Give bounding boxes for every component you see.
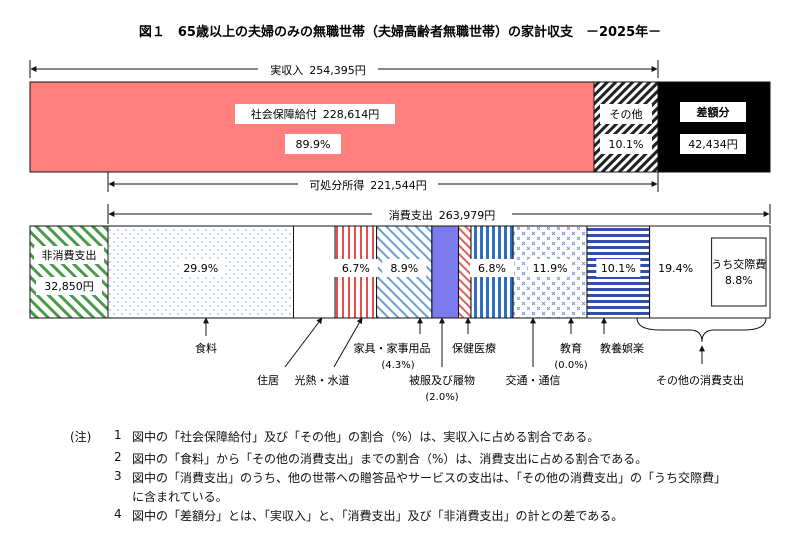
income-total-value: 254,395円: [309, 64, 366, 77]
annotation-recreation: 教養娯楽: [600, 341, 644, 355]
entertainment-label: うち交際費: [711, 257, 766, 271]
annotation-furniture-share: (4.3%): [381, 360, 414, 371]
notes-head: (注): [70, 430, 92, 444]
share-label-bg: [178, 259, 223, 277]
consumption-total-label: 消費支出: [389, 208, 433, 222]
annotation-furniture: 家具・家事用品: [354, 341, 431, 355]
annotation-other-consumption: その他の消費支出: [656, 373, 744, 387]
other-income-label: その他: [610, 108, 643, 121]
income-bar: 社会保障給付 228,614円 89.9% その他 10.1% 差額分 42,43…: [29, 81, 771, 173]
social-security-label: 社会保障給付: [251, 107, 317, 121]
non-consumption-label: 非消費支出: [42, 248, 97, 262]
share-label: 8.9%: [390, 262, 418, 275]
consumption-total-value: 263,979円: [439, 209, 496, 222]
share-label-bg: [333, 259, 378, 277]
share-label-bg: [596, 259, 641, 277]
annotation-education-share: (0.0%): [554, 360, 587, 371]
note-text: 図中の「食料」から「その他の消費支出」までの割合（%）は、消費支出に占める割合で…: [132, 452, 648, 466]
social-security-share: 89.9%: [296, 138, 331, 151]
consumption-total-span: 消費支出 263,979円: [107, 204, 771, 224]
annotation-housing: 住居: [257, 373, 279, 387]
expenditure-labels: 29.9% 6.7% 8.9% 6.8% 11.9% 10.1% 19.4% うち交際費 8.8…: [178, 257, 766, 287]
segment-4: [431, 225, 460, 319]
share-label-bg: [653, 259, 698, 277]
entertainment-share: 8.8%: [725, 274, 753, 287]
deficit-value: 42,434円: [688, 138, 738, 151]
share-label: 6.7%: [342, 262, 370, 275]
annotation-utilities: 光熱・水道: [295, 373, 350, 387]
deficit-bar: [657, 81, 771, 173]
annotation-transport: 交通・通信: [506, 373, 561, 387]
non-consumption-labels: 非消費支出 32,850円: [34, 246, 104, 295]
share-label-bg: [382, 259, 427, 277]
share-label: 10.1%: [601, 262, 636, 275]
income-total-label: 実収入: [270, 63, 303, 77]
annotation-education: 教育: [560, 341, 582, 355]
note-text: 図中の「差額分」とは、「実収入」と、「消費支出」及び「非消費支出」の計との差であ…: [132, 509, 624, 523]
disposable-income-span: 可処分所得 221,544円: [107, 172, 659, 192]
disposable-income-value: 221,544円: [370, 179, 427, 192]
annotation-clothing: 被服及び履物: [409, 373, 475, 387]
disposable-income-label: 可処分所得: [309, 179, 364, 192]
segment-non-consumption: [29, 225, 109, 319]
note-text: 図中の「社会保障給付」及び「その他」の割合（%）は、実収入に占める割合である。: [132, 430, 600, 444]
note-num: 2: [114, 450, 122, 464]
note-num: 4: [114, 507, 122, 521]
note-text: 図中の「消費支出」のうち、他の世帯への贈答品やサービスの支出は、「その他の消費支…: [132, 471, 727, 485]
deficit-label: 差額分: [697, 105, 730, 119]
share-label: 19.4%: [658, 262, 693, 275]
share-label-bg: [528, 259, 573, 277]
share-label: 6.8%: [478, 262, 506, 275]
share-label: 11.9%: [533, 262, 568, 275]
social-security-bar: [29, 81, 595, 173]
social-security-value: 228,614円: [323, 108, 380, 121]
note-text: に含まれている。: [132, 490, 228, 504]
annotation-health: 保健医療: [452, 341, 496, 355]
category-annotations: 食料 住居 光熱・水道 家具・家事用品 (4.3%) 被服及び履物 (2.0%)…: [195, 317, 767, 403]
annotation-food: 食料: [195, 341, 217, 355]
other-income-bar: [593, 81, 659, 173]
non-consumption-value: 32,850円: [44, 280, 94, 293]
note-num: 3: [114, 469, 122, 483]
income-total-span: 実収入 254,395円: [29, 60, 659, 78]
segment-1: [293, 225, 336, 319]
segment-5: [458, 225, 472, 319]
share-label: 29.9%: [183, 262, 218, 275]
segment-entertainment: [711, 237, 767, 307]
note-num: 1: [114, 428, 122, 442]
chart-title: 図１ 65歳以上の夫婦のみの無職世帯（夫婦高齢者無職世帯）の家計収支 －2025…: [139, 24, 661, 40]
other-income-share: 10.1%: [609, 138, 644, 151]
annotation-clothing-share: (2.0%): [425, 392, 458, 403]
share-label-bg: [470, 259, 514, 277]
